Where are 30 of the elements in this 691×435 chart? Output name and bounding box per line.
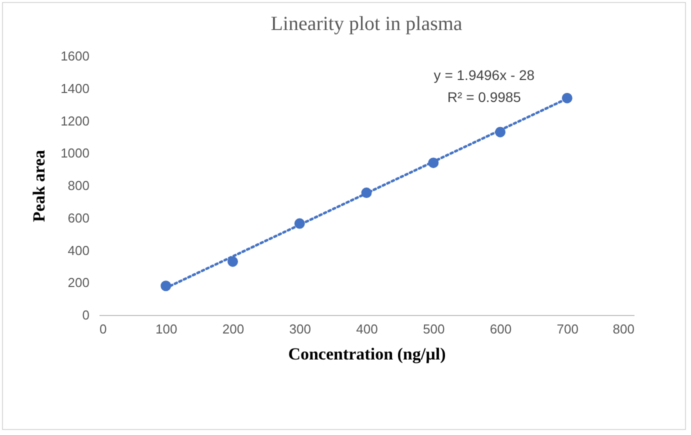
chart-title: Linearity plot in plasma	[270, 13, 462, 35]
y-tick-label: 800	[68, 178, 90, 193]
x-tick-label: 600	[490, 322, 512, 336]
point	[361, 188, 372, 198]
x-tick-label: 700	[556, 322, 578, 336]
x-tick-label: 800	[612, 322, 634, 336]
point	[562, 92, 572, 104]
x-tick-label: 200	[222, 322, 244, 336]
x-tick-label: 500	[423, 322, 445, 336]
point	[428, 158, 439, 168]
y-tick-label: 200	[68, 275, 90, 290]
annotation: R² = 0.9985	[447, 89, 522, 105]
y-axis-title: Peak area	[30, 150, 49, 222]
y-tick-label: 1600	[60, 48, 90, 64]
x-tick-label: 100	[156, 322, 178, 336]
point	[228, 256, 238, 267]
y-tick-label: 600	[68, 210, 90, 226]
point	[160, 280, 172, 292]
annotation: y = 1.9496x - 28	[434, 67, 535, 83]
y-tick-label: 1200	[60, 113, 90, 128]
x-tick-label: 400	[356, 322, 378, 336]
y-tick-label: 1400	[60, 80, 90, 96]
y-tick-label: 1000	[60, 146, 90, 161]
x-tick-label: 0	[100, 322, 107, 336]
y-tick-label: 400	[68, 242, 90, 258]
y-tick-label: 0	[82, 308, 90, 322]
point	[495, 126, 506, 138]
x-tick-label: 300	[289, 322, 311, 336]
x-axis-title: Concentration (ng/µl)	[288, 344, 446, 364]
point	[294, 218, 305, 229]
